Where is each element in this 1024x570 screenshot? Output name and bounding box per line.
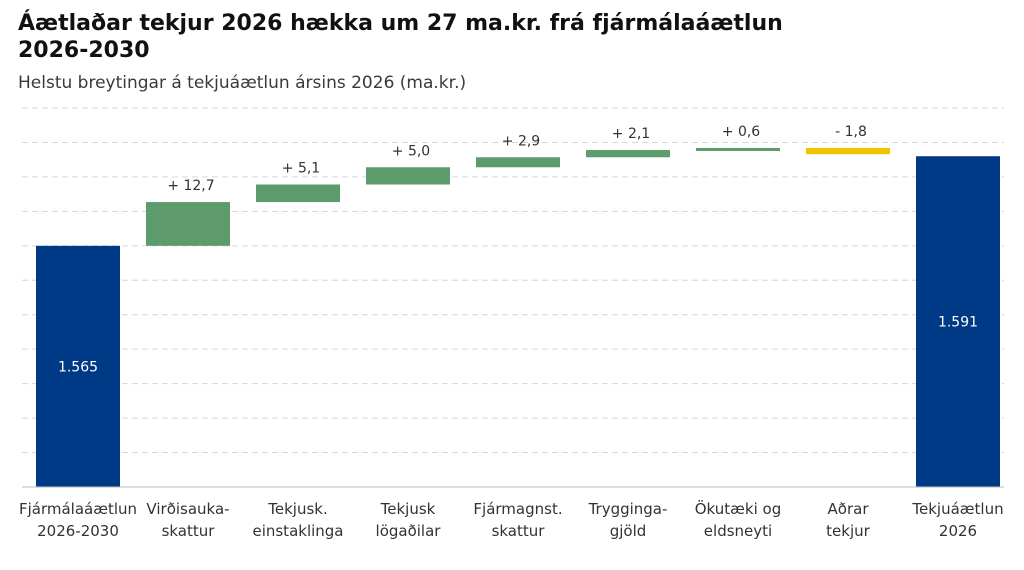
- bar-3: [366, 167, 450, 185]
- category-label-2-1: einstaklinga: [252, 522, 343, 540]
- value-label-8: 1.591: [938, 315, 978, 331]
- value-label-5: + 2,1: [612, 126, 650, 142]
- chart-title: Áætlaðar tekjur 2026 hækka um 27 ma.kr. …: [18, 11, 783, 63]
- bar-0: [36, 245, 120, 487]
- bar-2: [256, 184, 340, 203]
- bar-4: [476, 157, 560, 168]
- category-label-0-1: 2026-2030: [37, 522, 119, 540]
- category-label-5-0: Tryggingа-: [588, 500, 668, 518]
- bars: [36, 147, 1000, 487]
- category-label-8-0: Tekjuáætlun: [911, 500, 1003, 518]
- value-label-1: + 12,7: [167, 178, 214, 194]
- category-label-1-0: Virðisauka-: [146, 500, 229, 518]
- category-label-0-0: Fjármálaáætlun: [19, 500, 137, 518]
- category-label-8-1: 2026: [939, 522, 977, 540]
- category-labels: Fjármálaáætlun 2026-2030 Virðisauka-skattu…: [19, 499, 1004, 540]
- bar-1: [146, 202, 230, 246]
- value-label-2: + 5,1: [282, 160, 320, 176]
- category-label-5-1: gjöld: [610, 522, 647, 540]
- value-label-7: - 1,8: [835, 124, 867, 140]
- value-label-0: 1.565: [58, 359, 98, 375]
- value-label-6: + 0,6: [722, 124, 761, 140]
- category-label-2-0: Tekjusk.: [267, 500, 327, 518]
- value-label-4: + 2,9: [502, 133, 540, 149]
- bar-7: [806, 147, 890, 155]
- category-label-6-0: Ökutæki og: [695, 499, 781, 518]
- category-label-7-1: tekjur: [826, 522, 870, 540]
- category-label-7-0: Aðrar: [828, 500, 870, 518]
- category-label-3-1: lögaðilar: [376, 522, 442, 540]
- value-labels: 1.565 + 12,7 + 5,1 + 5,0 + 2,9 + 2,1 + 0,6 - 1,…: [58, 124, 978, 375]
- category-label-3-0: Tekjusk: [380, 500, 436, 518]
- bar-5: [586, 150, 670, 158]
- value-label-3: + 5,0: [392, 143, 430, 159]
- bar-8: [916, 156, 1000, 487]
- bar-6: [696, 147, 780, 151]
- category-label-1-1: skattur: [162, 522, 216, 540]
- category-label-4-0: Fjármagnst.: [473, 500, 562, 518]
- category-label-6-1: eldsneyti: [704, 522, 772, 540]
- category-label-4-1: skattur: [492, 522, 546, 540]
- chart-subtitle: Helstu breytingar á tekjuáætlun ársins 2…: [18, 73, 467, 93]
